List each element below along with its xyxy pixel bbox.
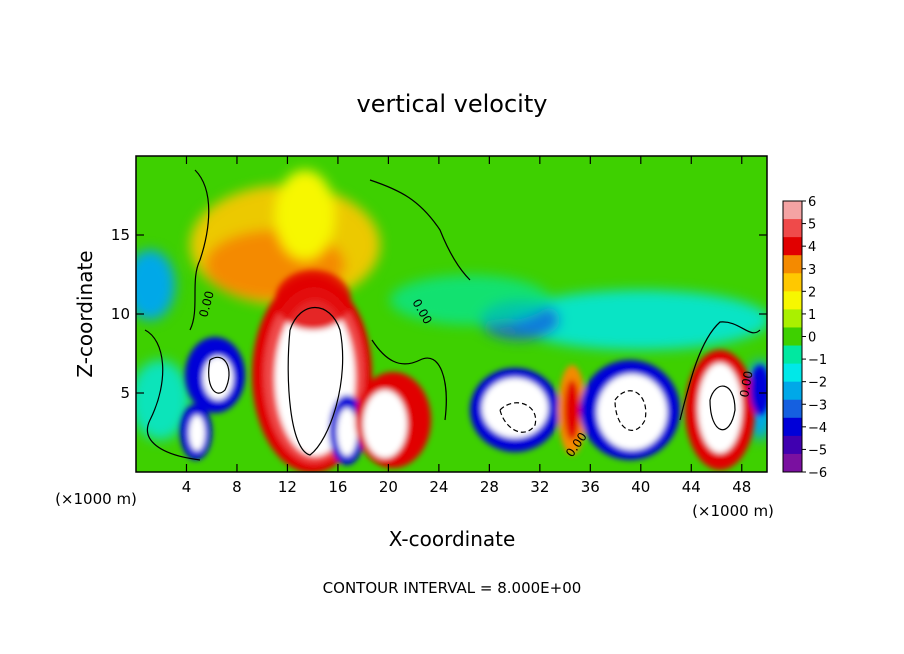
contour-down1 (208, 356, 230, 394)
y-tick-label: 5 (120, 384, 130, 402)
contour-right-upper (369, 179, 471, 281)
contour-core1 (287, 306, 344, 456)
contour-upper (189, 169, 210, 331)
colorbar-swatch (783, 219, 802, 238)
x-tick-label: 32 (530, 478, 549, 496)
colorbar-tick-label: 6 (808, 195, 816, 210)
x-unit-label-left: (×1000 m) (55, 490, 137, 508)
chart-title: vertical velocity (357, 90, 548, 118)
y-axis-label: Z-coordinate (73, 250, 97, 377)
down5-white (597, 374, 667, 450)
colorbar-tick-label: 1 (808, 308, 816, 323)
upper-left-cyan (136, 250, 175, 320)
y-tick-label: 15 (111, 226, 130, 244)
contour-interval-footer: CONTOUR INTERVAL = 8.000E+00 (323, 579, 582, 597)
colorbar-swatch (783, 255, 802, 274)
x-axis-label: X-coordinate (389, 527, 516, 551)
x-tick-label: 12 (278, 478, 297, 496)
contour-down5 (614, 390, 647, 431)
heatmap-field (136, 156, 767, 472)
x-tick-label: 24 (429, 478, 448, 496)
contour-label: 0.00 (196, 289, 216, 318)
x-tick-label: 40 (631, 478, 650, 496)
x-tick-label: 20 (379, 478, 398, 496)
x-tick-label: 44 (682, 478, 701, 496)
upper-right-cyan (510, 290, 767, 350)
colorbar-tick-label: −1 (808, 353, 827, 368)
colorbar-tick-label: 5 (808, 218, 816, 233)
down2-white (189, 415, 205, 451)
field-blobs-sharp (180, 270, 767, 472)
colorbar-swatch (783, 435, 802, 455)
contour-right (679, 321, 761, 421)
down3-white (337, 408, 357, 456)
colorbar-swatch (783, 309, 802, 328)
x-tick-label: 16 (328, 478, 347, 496)
up3-red (564, 380, 580, 440)
y-axis: 5 10 15 (111, 226, 767, 402)
down4-white (482, 378, 548, 438)
contour-up4 (709, 385, 736, 431)
colorbar-swatch (783, 381, 802, 401)
x-tick-label: 28 (480, 478, 499, 496)
colorbar-swatch (783, 417, 802, 437)
down6-blue (750, 365, 767, 415)
zero-contours (144, 169, 761, 461)
x-tick-label: 8 (232, 478, 242, 496)
core-upper-red (275, 270, 351, 330)
colorbar-tick-label: −3 (808, 398, 827, 413)
colorbar-swatch (783, 273, 802, 292)
colorbar-tick-label: −4 (808, 421, 827, 436)
colorbar-tick-label: 3 (808, 263, 816, 278)
x-tick-label: 36 (581, 478, 600, 496)
colorbar-tick-label: 0 (808, 331, 816, 346)
contour-down4 (499, 402, 537, 433)
up2-white (363, 390, 407, 458)
colorbar-tick-label: 4 (808, 240, 816, 255)
colorbar-swatch (783, 291, 802, 310)
colorbar-swatch (783, 453, 802, 473)
x-axis: 4 8 12 16 20 24 28 32 36 40 44 48 (182, 156, 751, 496)
mid-cyan-band (390, 275, 550, 325)
x-unit-label-right: (×1000 m) (692, 502, 774, 520)
colorbar-tick-label: −6 (808, 466, 827, 481)
colorbar-swatch (783, 399, 802, 419)
colorbar: 6 5 4 3 2 1 0 −1 −2 −3 −4 −5 −6 (782, 195, 827, 481)
colorbar-swatch (783, 237, 802, 256)
x-tick-label: 48 (732, 478, 751, 496)
contour-left-low (144, 329, 201, 461)
colorbar-swatch (783, 345, 802, 365)
colorbar-tick-label: 2 (808, 285, 816, 300)
contour-mid (371, 339, 447, 421)
colorbar-swatch (783, 201, 802, 220)
up4-white (698, 363, 742, 453)
contour-label: 0.00 (737, 370, 755, 399)
y-tick-label: 10 (111, 305, 130, 323)
colorbar-tick-label: −5 (808, 443, 827, 458)
x-tick-label: 4 (182, 478, 192, 496)
colorbar-swatch (783, 363, 802, 383)
colorbar-tick-label: −2 (808, 376, 827, 391)
yellow-tower (275, 170, 335, 260)
colorbar-swatch (783, 327, 802, 347)
